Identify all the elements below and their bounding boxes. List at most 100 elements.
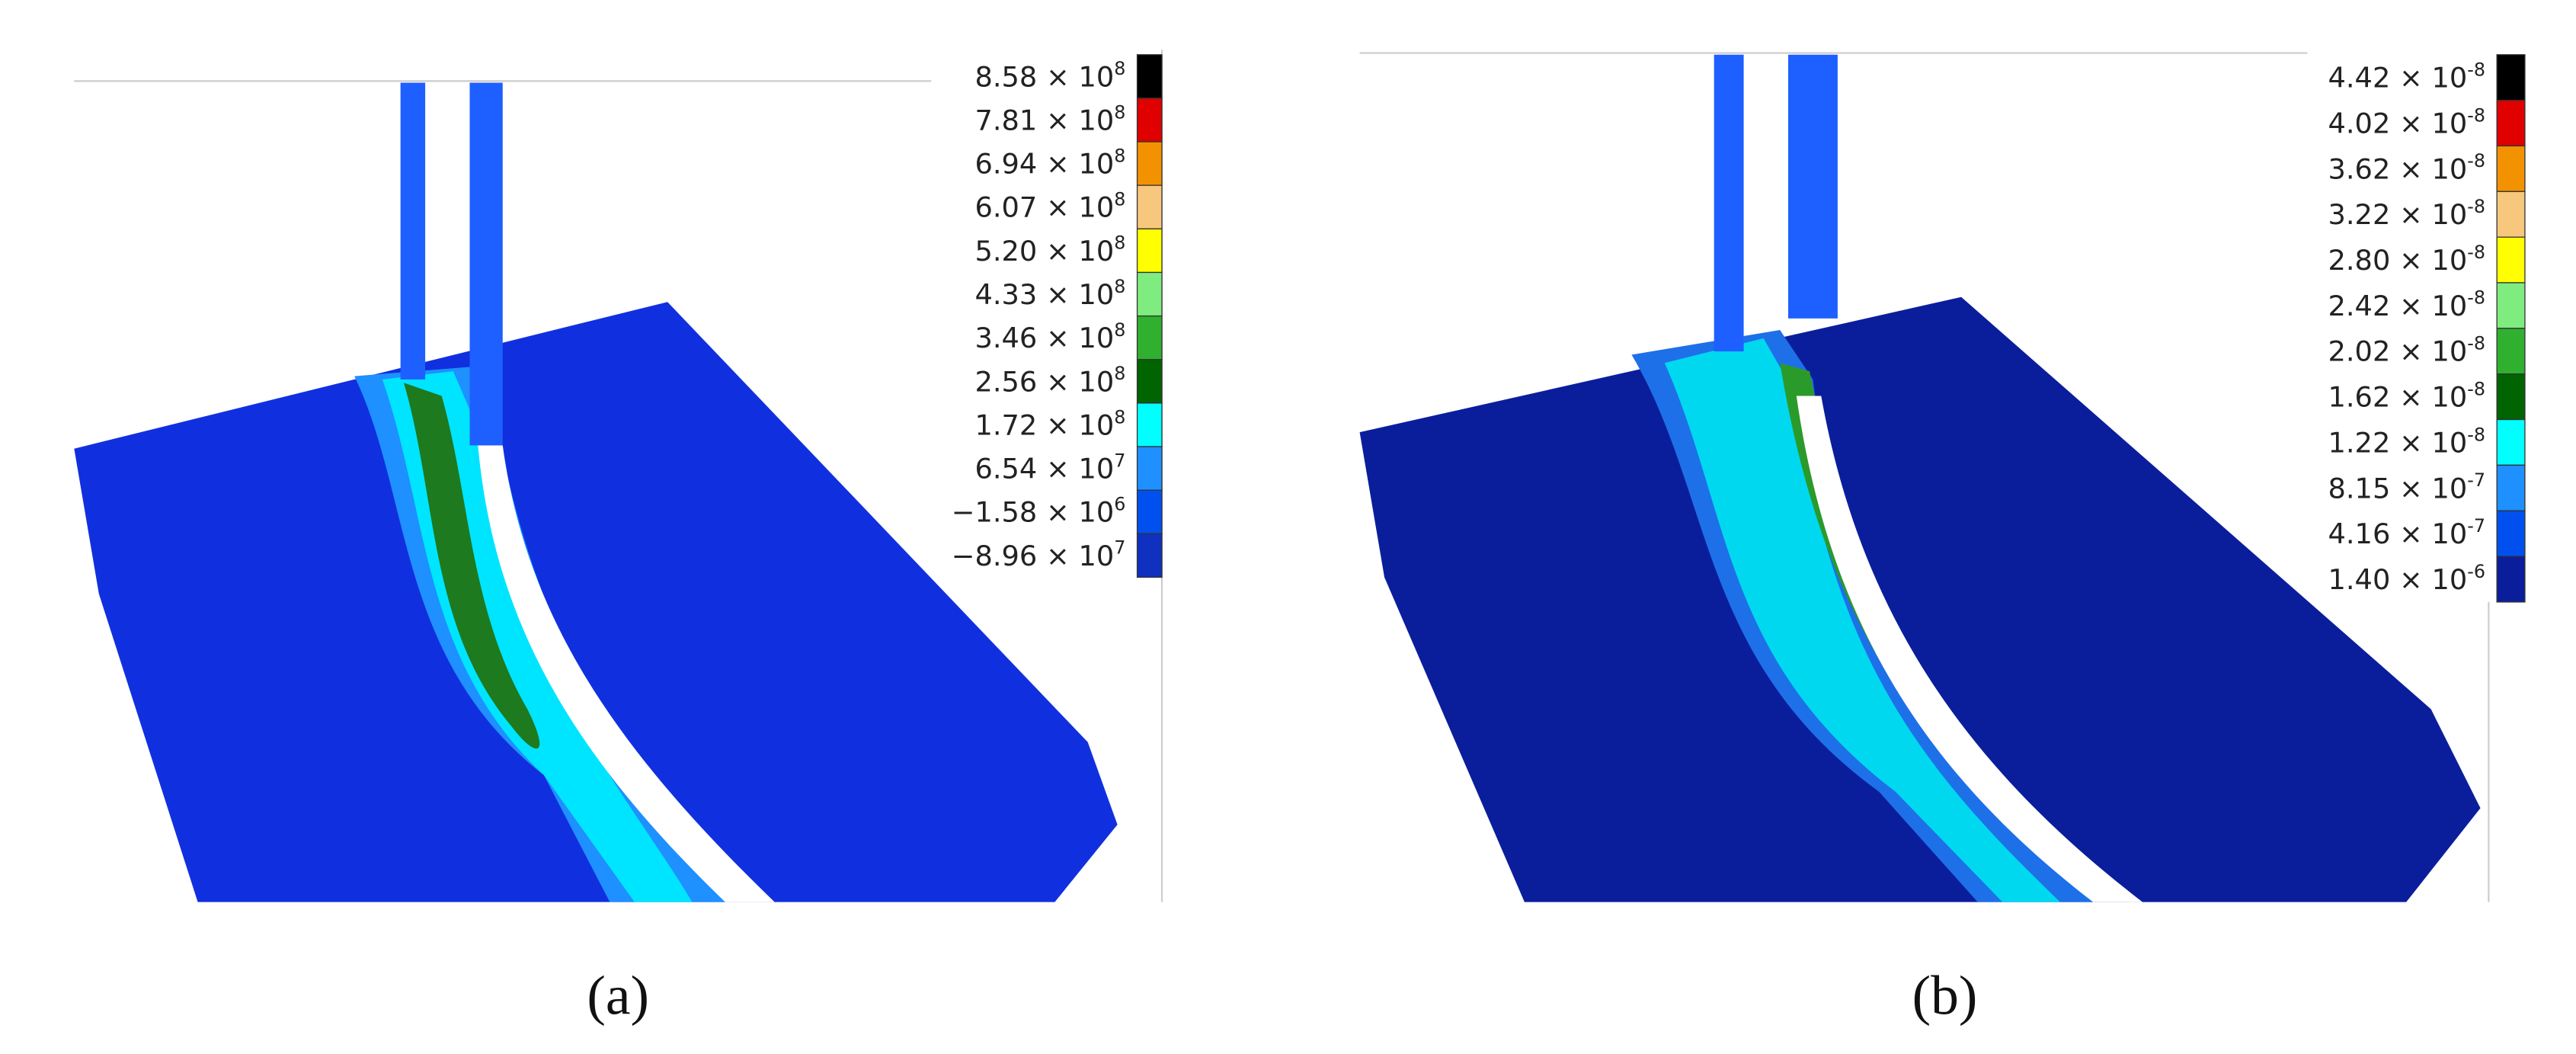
legend-label: 7.81 × 108	[974, 101, 1125, 136]
legend-label: 6.94 × 108	[974, 145, 1125, 180]
legend-swatch	[2496, 328, 2526, 375]
legend-label-base: 6.07 × 10	[974, 191, 1114, 224]
legend-label-base: 3.62 × 10	[2328, 152, 2467, 185]
legend-label-exp: 8	[1114, 276, 1125, 297]
legend-swatch	[1136, 533, 1163, 578]
legend-label-base: 3.22 × 10	[2328, 198, 2467, 231]
legend-swatch	[2496, 145, 2526, 192]
legend-label: 8.15 × 10-7	[2328, 469, 2485, 505]
legend-label-base: 8.15 × 10	[2328, 472, 2467, 505]
legend-label-exp: -8	[2467, 287, 2485, 309]
legend-label-base: 7.81 × 10	[974, 104, 1114, 136]
legend-label-exp: 6	[1114, 494, 1125, 515]
plate	[74, 302, 1118, 902]
legend-label-exp: 8	[1114, 232, 1125, 254]
legend-swatch	[1136, 184, 1163, 229]
legend-label-base: 5.20 × 10	[974, 235, 1114, 268]
legend-label: 2.56 × 108	[974, 363, 1125, 398]
legend-label-exp: 8	[1114, 189, 1125, 210]
legend-label-exp: -8	[2467, 104, 2485, 126]
legend-swatch	[1136, 446, 1163, 491]
legend-label-exp: -8	[2467, 333, 2485, 354]
legend-label-base: 4.16 × 10	[2328, 517, 2467, 550]
legend-label-exp: -8	[2467, 150, 2485, 171]
legend-label-exp: -8	[2467, 378, 2485, 399]
legend-label-exp: 8	[1114, 363, 1125, 384]
legend-swatch	[1136, 315, 1163, 360]
plate	[1359, 296, 2481, 902]
legend-swatch	[1136, 271, 1163, 317]
legend-label: 1.62 × 10-8	[2328, 378, 2485, 413]
legend-label: 2.42 × 10-8	[2328, 287, 2485, 322]
legend-label-exp: 8	[1114, 319, 1125, 341]
legend-label-exp: 8	[1114, 145, 1125, 166]
caption: (a)	[587, 964, 649, 1027]
legend-swatch	[2496, 236, 2526, 284]
legend-label-base: 2.42 × 10	[2328, 290, 2467, 322]
legend-swatch	[2496, 418, 2526, 466]
legend-label: 4.33 × 108	[974, 276, 1125, 311]
contour-band	[1664, 338, 2060, 902]
contour-band	[403, 383, 540, 749]
legend-label: 3.46 × 108	[974, 319, 1125, 354]
legend-label-exp: -6	[2467, 561, 2485, 582]
legend-label-exp: -8	[2467, 196, 2485, 217]
legend-label-base: −1.58 × 10	[952, 496, 1115, 529]
legend-label-exp: -7	[2467, 469, 2485, 491]
legend-label: 6.54 × 107	[974, 450, 1125, 485]
legend-swatch	[1136, 402, 1163, 447]
legend-label: 2.80 × 10-8	[2328, 242, 2485, 277]
legend-label: −1.58 × 106	[952, 494, 1126, 529]
legend-swatch	[1136, 359, 1163, 404]
web-plate	[1714, 54, 1744, 352]
legend-label-exp: 8	[1114, 406, 1125, 428]
legend-swatch	[2496, 191, 2526, 238]
legend-swatch	[1136, 141, 1163, 186]
legend-label-exp: 8	[1114, 58, 1125, 79]
contour-image-a	[74, 50, 1163, 902]
legend-swatch	[2496, 54, 2526, 101]
slot-gap	[1796, 396, 2143, 902]
legend-label-exp: -8	[2467, 424, 2485, 445]
caption: (b)	[1912, 964, 1978, 1027]
legend-label: 3.22 × 10-8	[2328, 196, 2485, 231]
slot-gap	[478, 445, 775, 902]
legend-label-base: 2.02 × 10	[2328, 335, 2467, 368]
legend: 4.42 × 10-84.02 × 10-83.62 × 10-83.22 × …	[2328, 54, 2526, 603]
legend-label-base: 2.56 × 10	[974, 365, 1114, 398]
legend-swatch	[2496, 373, 2526, 421]
web-plate	[469, 82, 503, 446]
legend-swatch	[1136, 54, 1163, 99]
legend-label-base: 1.62 × 10	[2328, 381, 2467, 414]
legend-swatch	[1136, 98, 1163, 143]
legend-label: 4.02 × 10-8	[2328, 104, 2485, 139]
legend-label-base: 1.72 × 10	[974, 408, 1114, 441]
legend-label: 1.40 × 10-6	[2328, 561, 2485, 596]
web-plate	[400, 82, 426, 380]
legend-swatch	[2496, 510, 2526, 557]
legend-label: 3.62 × 10-8	[2328, 150, 2485, 185]
legend-label: 6.07 × 108	[974, 189, 1125, 224]
legend-swatch	[1136, 489, 1163, 534]
legend-label: 8.58 × 108	[974, 58, 1125, 93]
legend-label: −8.96 × 107	[952, 537, 1126, 572]
legend-swatch	[2496, 464, 2526, 511]
legend-label: 5.20 × 108	[974, 232, 1125, 268]
legend-label-exp: 7	[1114, 450, 1125, 471]
legend-label-base: 1.40 × 10	[2328, 563, 2467, 596]
legend-label-base: 4.42 × 10	[2328, 62, 2467, 95]
legend-label-base: 2.80 × 10	[2328, 244, 2467, 277]
legend-label-base: 3.46 × 10	[974, 322, 1114, 354]
legend-swatch	[2496, 282, 2526, 329]
legend-label-base: 8.58 × 10	[974, 60, 1114, 93]
legend-label-exp: -7	[2467, 515, 2485, 537]
legend-label-exp: 8	[1114, 101, 1125, 123]
legend-label: 1.22 × 10-8	[2328, 424, 2485, 459]
legend-swatch	[1136, 228, 1163, 274]
legend-label: 4.16 × 10-7	[2328, 515, 2485, 550]
legend-label: 1.72 × 108	[974, 406, 1125, 441]
contour-image-b	[1359, 52, 2490, 902]
